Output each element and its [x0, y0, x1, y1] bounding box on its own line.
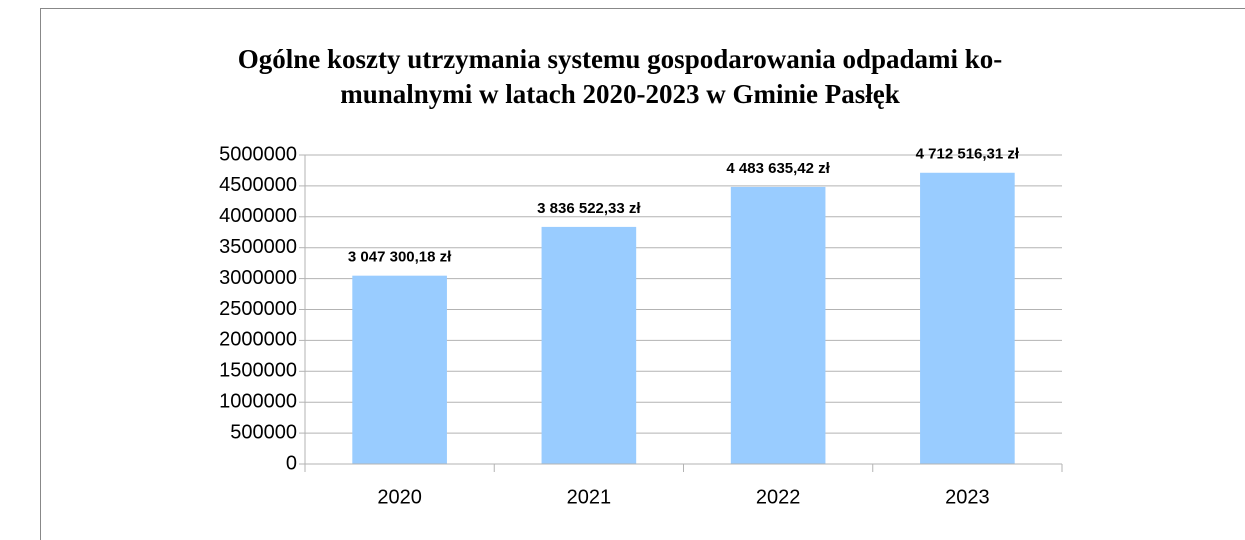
bar: [730, 186, 826, 465]
x-tick-label: 2021: [567, 486, 612, 508]
bar: [352, 275, 447, 464]
y-tick-label: 0: [286, 452, 297, 474]
y-tick-label: 3000000: [219, 267, 297, 289]
bar: [541, 226, 637, 464]
data-label: 4 712 516,31 zł: [916, 146, 1020, 163]
x-tick-label: 2022: [756, 486, 801, 508]
data-label: 4 483 635,42 zł: [726, 160, 830, 177]
y-tick-label: 3500000: [219, 236, 297, 258]
chart-title: munalnymi w latach 2020-2023 w Gminie Pa…: [340, 79, 900, 109]
data-label: 3 047 300,18 zł: [348, 249, 452, 266]
y-tick-label: 5000000: [219, 143, 297, 165]
y-tick-label: 2500000: [219, 298, 297, 320]
y-tick-label: 500000: [230, 421, 297, 443]
data-label: 3 836 522,33 zł: [537, 200, 641, 217]
x-tick-label: 2023: [945, 486, 990, 508]
y-tick-label: 1500000: [219, 360, 297, 382]
y-tick-label: 1000000: [219, 390, 297, 412]
chart-title: Ogólne koszty utrzymania systemu gospoda…: [238, 44, 1003, 74]
x-tick-label: 2020: [377, 486, 422, 508]
y-tick-label: 2000000: [219, 329, 297, 351]
bar: [920, 172, 1015, 465]
y-tick-label: 4500000: [219, 174, 297, 196]
chart-frame: [40, 8, 1245, 540]
y-tick-label: 4000000: [219, 205, 297, 227]
